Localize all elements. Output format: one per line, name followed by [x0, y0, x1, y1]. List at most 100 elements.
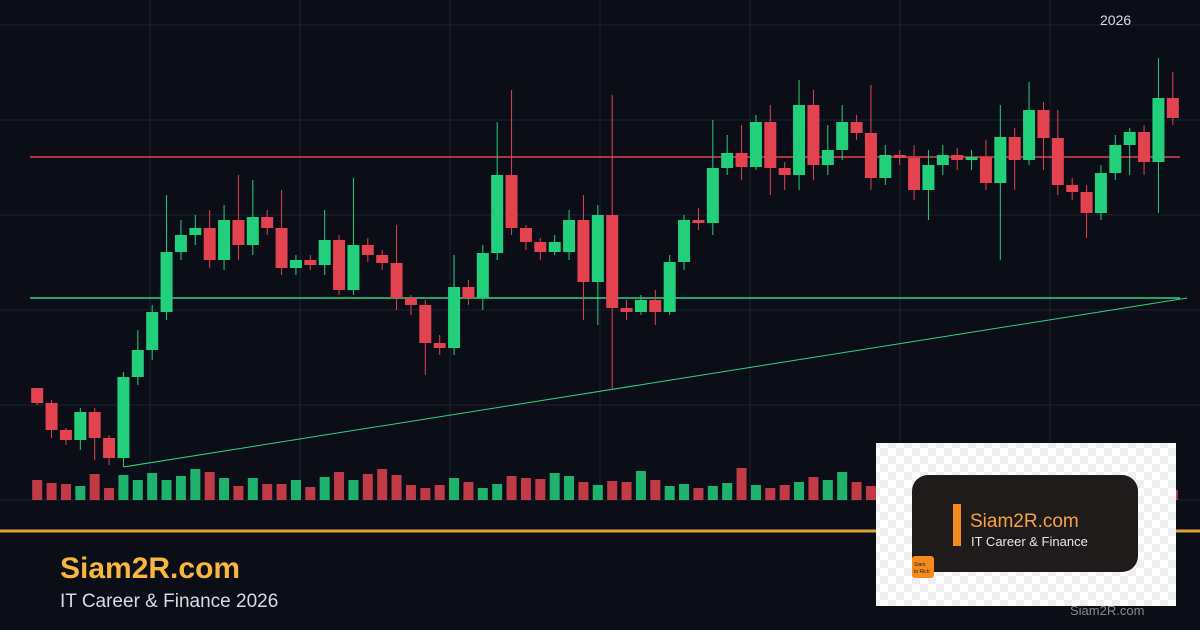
candle-body	[1080, 192, 1093, 213]
candle-body	[103, 438, 116, 458]
volume-bar	[549, 473, 560, 500]
volume-bar	[377, 469, 388, 500]
candle-body	[534, 242, 547, 252]
candle-body	[275, 228, 288, 268]
candle-body	[965, 157, 978, 160]
candle-body	[174, 235, 187, 252]
candle-body	[649, 300, 662, 312]
candle-body	[218, 220, 231, 260]
volume-bar	[808, 477, 819, 500]
volume-bar	[276, 484, 287, 500]
candle-body	[735, 153, 748, 167]
candle-body	[31, 388, 44, 403]
candle-body	[1066, 185, 1079, 192]
volume-bar	[779, 485, 790, 500]
candle-body	[692, 220, 705, 223]
candle-body	[1109, 145, 1122, 173]
candle-body	[634, 300, 647, 312]
candle-body	[1023, 110, 1036, 160]
candle-body	[908, 158, 921, 190]
volume-bar	[104, 488, 115, 500]
volume-bar	[420, 488, 431, 500]
candle-body	[721, 153, 734, 168]
volume-bar	[132, 480, 143, 500]
candle-body	[462, 287, 475, 298]
candle-body	[390, 263, 403, 298]
candle-body	[1051, 138, 1064, 185]
volume-bar	[578, 482, 589, 500]
candle-body	[793, 105, 806, 175]
candle-body	[505, 175, 518, 228]
candle-body	[821, 150, 834, 165]
candle-body	[491, 175, 504, 253]
candle-body	[361, 245, 374, 255]
card-title: Siam2R.com	[970, 511, 1079, 532]
volume-bar	[592, 485, 603, 500]
volume-bar	[262, 484, 273, 500]
candle-body	[333, 240, 346, 290]
volume-bar	[391, 475, 402, 500]
candle-body	[620, 308, 633, 312]
volume-bar	[837, 472, 848, 500]
volume-bar	[161, 480, 172, 500]
volume-bar	[506, 476, 517, 500]
candle-body	[131, 350, 144, 377]
candle-body	[893, 155, 906, 158]
candle-body	[1123, 132, 1136, 145]
volume-bar	[679, 484, 690, 500]
candle-body	[1138, 132, 1151, 162]
candle-body	[1166, 98, 1179, 118]
volume-bar	[405, 485, 416, 500]
logo-bar	[953, 504, 961, 546]
volume-bar	[693, 488, 704, 500]
trend-line	[123, 297, 1188, 468]
year-label: 2026	[1100, 12, 1131, 28]
candle-body	[246, 217, 259, 245]
candle-body	[232, 220, 245, 245]
candle-body	[476, 253, 489, 298]
volume-bar	[305, 487, 316, 500]
candle-body	[261, 217, 274, 228]
volume-bar	[650, 480, 661, 500]
candle-body	[922, 165, 935, 190]
footer-text: Siam2R.com	[1070, 603, 1144, 618]
volume-bar	[449, 478, 460, 500]
volume-bar	[89, 474, 100, 500]
volume-bar	[822, 480, 833, 500]
volume-bar	[334, 472, 345, 500]
volume-bar	[477, 488, 488, 500]
candle-body	[749, 122, 762, 167]
candle-body	[304, 260, 317, 265]
candle-body	[994, 137, 1007, 183]
volume-bar	[664, 486, 675, 500]
candle-body	[663, 262, 676, 312]
candle-body	[59, 430, 72, 440]
candle-body	[764, 122, 777, 168]
candle-body	[448, 287, 461, 348]
candle-body	[1037, 110, 1050, 138]
candle-body	[979, 157, 992, 183]
candle-body	[45, 403, 58, 430]
volume-bar	[535, 479, 546, 500]
candle-body	[864, 133, 877, 178]
candle-body	[591, 215, 604, 282]
volume-bar	[290, 480, 301, 500]
volume-bar	[736, 468, 747, 500]
icon-text: Siam	[914, 562, 925, 568]
candle-body	[807, 105, 820, 165]
volume-bar	[750, 485, 761, 500]
volume-bar	[204, 472, 215, 500]
candle-body	[74, 412, 87, 440]
candle-body	[189, 228, 202, 235]
candle-body	[548, 242, 561, 252]
logo-card	[912, 475, 1138, 572]
candle-body	[146, 312, 159, 350]
candle-body	[376, 255, 389, 263]
candle-body	[419, 305, 432, 343]
volume-bar	[75, 486, 86, 500]
candle-body	[203, 228, 216, 260]
volume-bar	[147, 473, 158, 500]
candle-body	[404, 298, 417, 305]
candle-body	[936, 155, 949, 165]
